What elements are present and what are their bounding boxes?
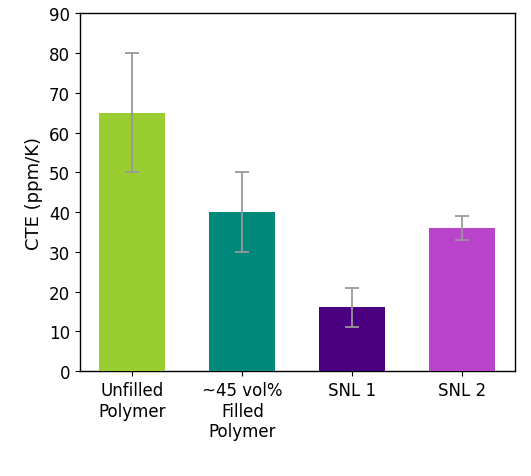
Bar [99,113,166,371]
Bar [319,308,386,371]
Bar [209,213,276,371]
Bar [429,228,495,371]
Y-axis label: CTE (ppm/K): CTE (ppm/K) [25,137,43,249]
